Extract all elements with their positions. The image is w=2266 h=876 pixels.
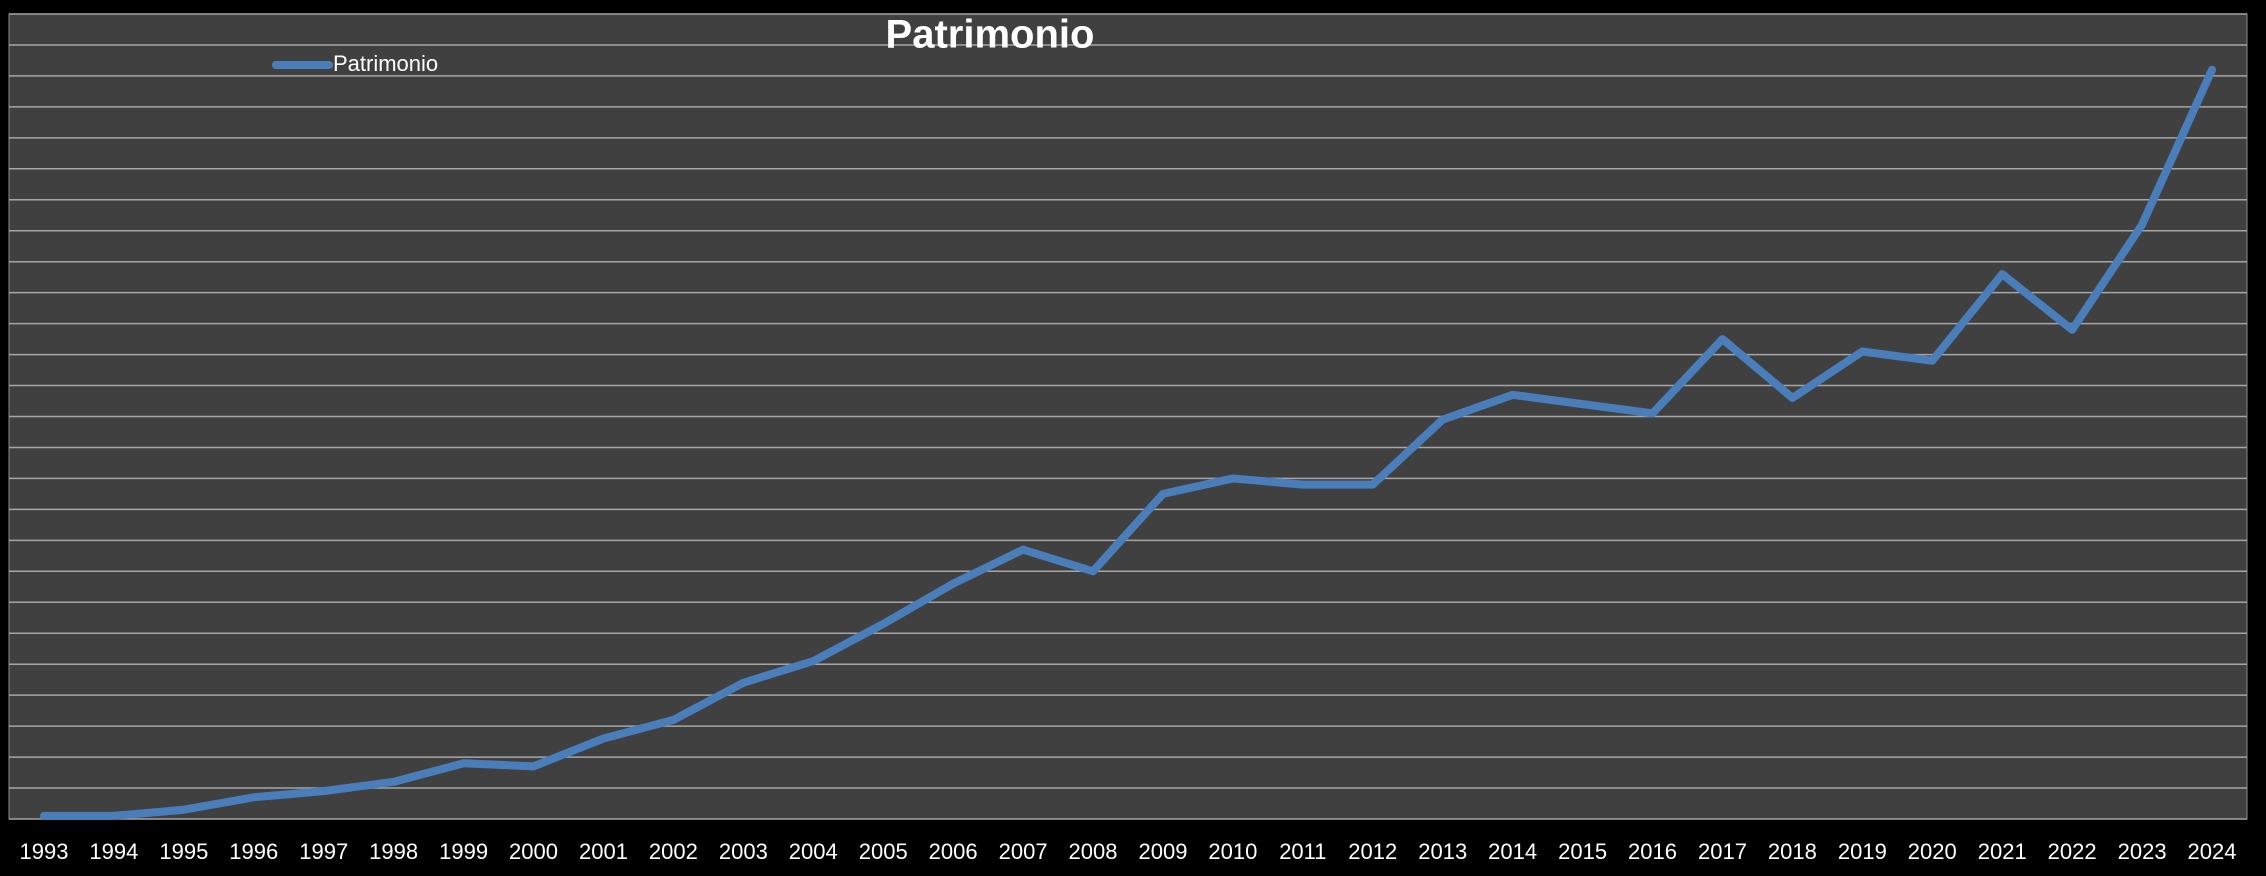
x-tick-label: 2020 <box>1908 839 1957 864</box>
legend-label: Patrimonio <box>333 51 438 76</box>
x-tick-label: 2024 <box>2188 839 2237 864</box>
x-tick-label: 1993 <box>19 839 68 864</box>
x-tick-label: 2014 <box>1488 839 1537 864</box>
x-tick-label: 2008 <box>1069 839 1118 864</box>
x-tick-label: 2015 <box>1558 839 1607 864</box>
x-tick-label: 2018 <box>1768 839 1817 864</box>
x-tick-label: 2010 <box>1208 839 1257 864</box>
line-series <box>39 65 2217 820</box>
x-tick-label: 2002 <box>649 839 698 864</box>
x-tick-label: 1999 <box>439 839 488 864</box>
x-tick-label: 2022 <box>2048 839 2097 864</box>
x-tick-label: 2007 <box>999 839 1048 864</box>
x-tick-label: 2005 <box>859 839 908 864</box>
marks <box>39 65 2217 820</box>
chart-title: Patrimonio <box>886 13 1095 57</box>
x-tick-label: 2004 <box>789 839 838 864</box>
x-tick-label: 1997 <box>299 839 348 864</box>
x-tick-label: 2023 <box>2118 839 2167 864</box>
x-tick-label: 2019 <box>1838 839 1887 864</box>
x-tick-label: 1995 <box>159 839 208 864</box>
x-tick-label: 2000 <box>509 839 558 864</box>
x-tick-label: 2021 <box>1978 839 2027 864</box>
x-tick-label: 2003 <box>719 839 768 864</box>
x-tick-label: 2006 <box>929 839 978 864</box>
x-tick-label: 1998 <box>369 839 418 864</box>
grid <box>9 13 2247 820</box>
x-tick-label: 1994 <box>89 839 138 864</box>
x-tick-label: 2009 <box>1138 839 1187 864</box>
legend: Patrimonio <box>272 51 438 76</box>
x-tick-label: 2013 <box>1418 839 1467 864</box>
x-tick-label: 1996 <box>229 839 278 864</box>
x-tick-label: 2012 <box>1348 839 1397 864</box>
x-tick-label: 2017 <box>1698 839 1747 864</box>
x-tick-label: 2001 <box>579 839 628 864</box>
x-tick-label: 2011 <box>1279 839 1326 864</box>
x-tick-label: 2016 <box>1628 839 1677 864</box>
